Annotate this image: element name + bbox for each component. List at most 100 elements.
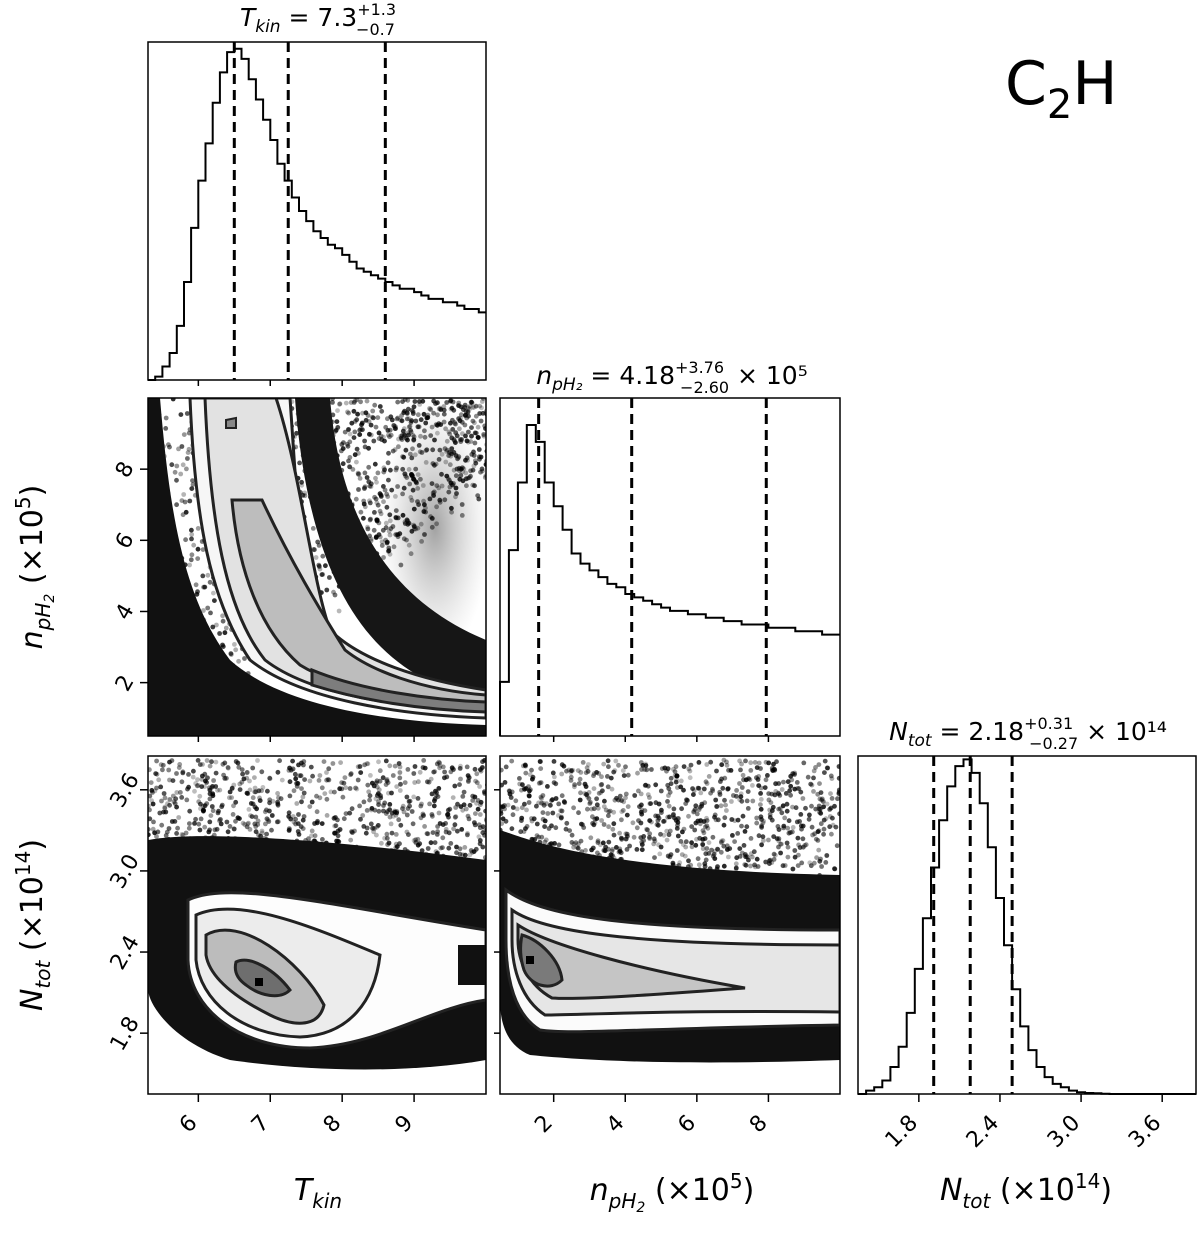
scatter-point (701, 830, 707, 836)
scatter-point (740, 813, 746, 819)
scatter-point (627, 843, 632, 849)
scatter-point (397, 788, 403, 793)
scatter-point (815, 791, 821, 797)
scatter-point (444, 438, 450, 444)
x-tick-label: 2.4 (962, 1111, 1004, 1153)
scatter-point (576, 810, 581, 816)
scatter-point (538, 759, 543, 764)
scatter-point (481, 432, 486, 437)
scatter-point (733, 866, 739, 872)
scatter-point (464, 438, 470, 444)
scatter-point (737, 781, 742, 786)
scatter-point (723, 802, 728, 808)
scatter-point (788, 773, 794, 779)
scatter-point (210, 624, 216, 630)
scatter-point (240, 771, 246, 777)
scatter-point (187, 808, 193, 814)
scatter-point (220, 642, 225, 648)
scatter-point (724, 808, 729, 813)
scatter-point (756, 833, 762, 839)
scatter-point (827, 807, 833, 812)
scatter-point (793, 805, 799, 811)
scatter-point (638, 835, 644, 840)
scatter-point (751, 849, 757, 855)
scatter-point (288, 816, 294, 822)
scatter-point (367, 797, 372, 803)
scatter-point (184, 466, 189, 472)
pair-panel-tkin-ntot (148, 756, 486, 1094)
scatter-point (158, 784, 164, 790)
scatter-point (600, 840, 606, 846)
scatter-point (430, 447, 436, 453)
scatter-point (611, 832, 617, 838)
scatter-point (332, 830, 338, 836)
scatter-point (453, 814, 459, 819)
scatter-point (794, 780, 800, 785)
scatter-point (255, 818, 261, 824)
scatter-point (428, 407, 434, 412)
scatter-point (408, 551, 414, 557)
scatter-point (397, 841, 402, 847)
scatter-point (681, 764, 687, 769)
scatter-point (408, 429, 414, 435)
scatter-point (679, 852, 685, 857)
scatter-point (372, 807, 378, 813)
scatter-point (373, 475, 378, 481)
scatter-point (647, 795, 652, 800)
scatter-point (755, 864, 761, 869)
scatter-point (715, 864, 720, 869)
scatter-point (762, 785, 768, 790)
scatter-point (263, 821, 268, 827)
scatter-point (634, 847, 640, 852)
scatter-point (538, 766, 544, 771)
scatter-point (210, 808, 216, 814)
scatter-point (750, 783, 755, 788)
scatter-point (445, 811, 451, 817)
scatter-point (337, 786, 343, 792)
scatter-point (612, 797, 618, 803)
scatter-point (761, 838, 766, 843)
scatter-point (332, 789, 337, 795)
scatter-point (661, 832, 667, 838)
scatter-point (472, 483, 477, 489)
scatter-point (416, 424, 422, 430)
scatter-point (153, 771, 159, 776)
scatter-point (411, 524, 417, 529)
scatter-point (502, 780, 508, 785)
scatter-point (601, 804, 607, 809)
scatter-point (568, 778, 574, 783)
scatter-point (704, 762, 710, 767)
scatter-point (457, 846, 463, 852)
scatter-point (564, 768, 569, 774)
scatter-point (321, 759, 327, 764)
scatter-point (154, 771, 160, 777)
scatter-point (224, 819, 230, 825)
scatter-point (358, 509, 364, 515)
scatter-point (411, 404, 417, 410)
scatter-point (171, 799, 177, 805)
scatter-point (587, 801, 593, 806)
scatter-point (381, 808, 386, 814)
scatter-point (543, 837, 549, 843)
scatter-point (299, 799, 304, 805)
scatter-point (398, 562, 404, 568)
scatter-point (167, 759, 172, 765)
scatter-point (724, 759, 729, 765)
contour-core (519, 933, 564, 988)
scatter-point (359, 420, 365, 426)
scatter-point (645, 792, 651, 797)
scatter-point (302, 777, 307, 782)
scatter-point (810, 832, 815, 838)
histogram-tkin (147, 41, 487, 381)
scatter-point (518, 829, 524, 835)
scatter-point (221, 772, 227, 778)
scatter-point (836, 764, 840, 769)
scatter-point (647, 801, 653, 807)
scatter-point (818, 810, 824, 816)
scatter-point (520, 782, 525, 788)
scatter-point (591, 786, 597, 791)
scatter-point (830, 822, 836, 828)
scatter-point (448, 769, 454, 775)
scatter-point (408, 495, 414, 500)
scatter-point (778, 850, 783, 856)
